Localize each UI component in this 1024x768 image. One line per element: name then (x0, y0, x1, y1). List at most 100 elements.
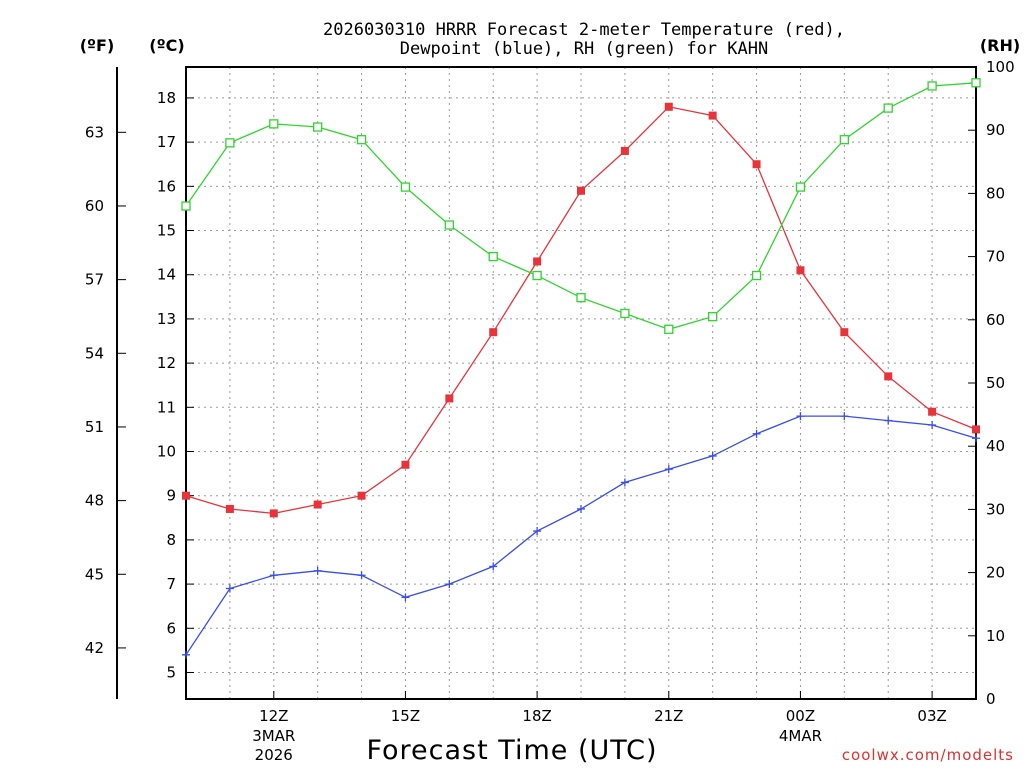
x-tick-label: 12Z (259, 707, 288, 725)
gridlines (186, 67, 976, 699)
dewpoint-point (225, 584, 234, 593)
celsius-tick-label: 9 (166, 487, 176, 505)
fahrenheit-tick-label: 42 (85, 639, 104, 657)
rh-point (532, 270, 542, 281)
celsius-tick-label: 11 (157, 398, 176, 416)
fahrenheit-tick-label: 54 (85, 344, 104, 362)
dewpoint-point (401, 593, 410, 602)
dewpoint-point (972, 434, 980, 443)
chart-title-line-1: 2026030310 HRRR Forecast 2-meter Tempera… (323, 20, 845, 40)
rh-point (971, 78, 981, 88)
2-meter-temperature-point (752, 160, 761, 169)
rh-point (795, 182, 806, 192)
fahrenheit-tick-label: 60 (85, 197, 104, 215)
celsius-tick-label: 15 (157, 222, 176, 240)
2-meter-temperature-point (445, 394, 454, 403)
rh-point (576, 293, 586, 303)
celsius-tick-label: 16 (157, 177, 176, 195)
tick-labels: 5 6 7 8 9 10 11 12 13 14 15 16 17 18 42 45 48 51 54 57 60 63 0… (85, 58, 1015, 764)
rh-tick-label: 90 (986, 121, 1005, 139)
fahrenheit-tick-label: 63 (85, 123, 104, 141)
dewpoint-point (182, 650, 190, 659)
dewpoint-point (752, 429, 761, 438)
2-meter-temperature-point (840, 328, 849, 337)
plot-frame (185, 66, 977, 700)
celsius-tick-label: 17 (157, 133, 176, 151)
celsius-tick-label: 5 (166, 663, 176, 681)
rh-point (181, 201, 191, 211)
dewpoint-point (313, 566, 322, 575)
x-tick-label: 15Z (391, 707, 420, 725)
dewpoint-point (533, 527, 542, 536)
dewpoint-point (357, 571, 366, 580)
rh-point (313, 122, 323, 132)
dewpoint-point (269, 571, 278, 580)
2-meter-temperature-point (269, 509, 278, 518)
fahrenheit-tick-label: 45 (85, 565, 104, 583)
2-meter-temperature-point (401, 460, 410, 469)
celsius-tick-label: 7 (166, 575, 176, 593)
2-meter-temperature-point (225, 504, 234, 513)
x-tick-date: 3MAR (252, 727, 295, 745)
dewpoint-point (708, 451, 717, 460)
axes (116, 66, 977, 700)
2-meter-temperature-point (577, 186, 585, 195)
2-meter-temperature-point (620, 146, 629, 155)
dewpoint-point (489, 562, 498, 571)
rh-tick-label: 0 (986, 690, 996, 708)
rh-point (708, 311, 718, 322)
rh-point (664, 324, 674, 334)
rh-point (839, 135, 849, 145)
rh-point (751, 270, 762, 281)
dewpoint-point (840, 412, 849, 421)
celsius-tick-label: 18 (157, 89, 176, 107)
x-tick-label: 21Z (654, 707, 683, 725)
data-series (181, 78, 981, 659)
rh-point (356, 135, 367, 145)
dewpoint-point (884, 416, 893, 425)
fahrenheit-axis-label: (ºF) (80, 36, 115, 55)
dewpoint-point (796, 412, 805, 421)
rh-tick-label: 30 (986, 500, 1005, 518)
2-meter-temperature-point (182, 491, 190, 500)
rh-point (225, 138, 235, 148)
fahrenheit-tick-label: 48 (85, 492, 104, 510)
x-tick-label: 03Z (917, 707, 946, 725)
2-meter-temperature-point (928, 407, 937, 416)
2-meter-temperature-point (972, 425, 980, 434)
celsius-tick-label: 10 (157, 443, 176, 461)
dewpoint-point (620, 478, 629, 487)
2-meter-temperature-point (708, 111, 717, 120)
2-meter-temperature-point (357, 491, 366, 500)
2-meter-temperature-point (884, 372, 893, 381)
x-tick-date: 4MAR (779, 727, 822, 745)
2-meter-temperature-point (664, 102, 673, 111)
celsius-tick-label: 13 (157, 310, 176, 328)
2-meter-temperature-point (533, 257, 542, 266)
fahrenheit-tick-label: 51 (85, 418, 104, 436)
rh-point (444, 220, 454, 230)
rh-tick-label: 70 (986, 248, 1005, 266)
credit-link[interactable]: coolwx.com/modelts (842, 746, 1014, 764)
rh-tick-label: 80 (986, 184, 1005, 202)
rh-tick-label: 50 (986, 374, 1005, 392)
2-meter-temperature-point (313, 500, 322, 509)
rh-tick-label: 10 (986, 627, 1005, 645)
rh-point (927, 81, 937, 91)
celsius-tick-label: 8 (166, 531, 176, 549)
chart-title-line-2: Dewpoint (blue), RH (green) for KAHN (400, 39, 768, 59)
celsius-tick-label: 14 (157, 266, 176, 284)
x-tick-label: 18Z (522, 707, 551, 725)
rh-tick-label: 100 (986, 58, 1015, 76)
rh-point (269, 119, 279, 129)
celsius-tick-label: 6 (166, 619, 176, 637)
x-axis-title: Forecast Time (UTC) (366, 735, 657, 766)
rh-point (883, 103, 893, 113)
2-meter-temperature-point (489, 328, 498, 337)
fahrenheit-tick-label: 57 (85, 271, 104, 289)
dewpoint-point (445, 580, 454, 589)
rh-axis-label: (RH) (980, 36, 1020, 55)
rh-tick-label: 40 (986, 437, 1005, 455)
rh-tick-label: 20 (986, 564, 1005, 582)
